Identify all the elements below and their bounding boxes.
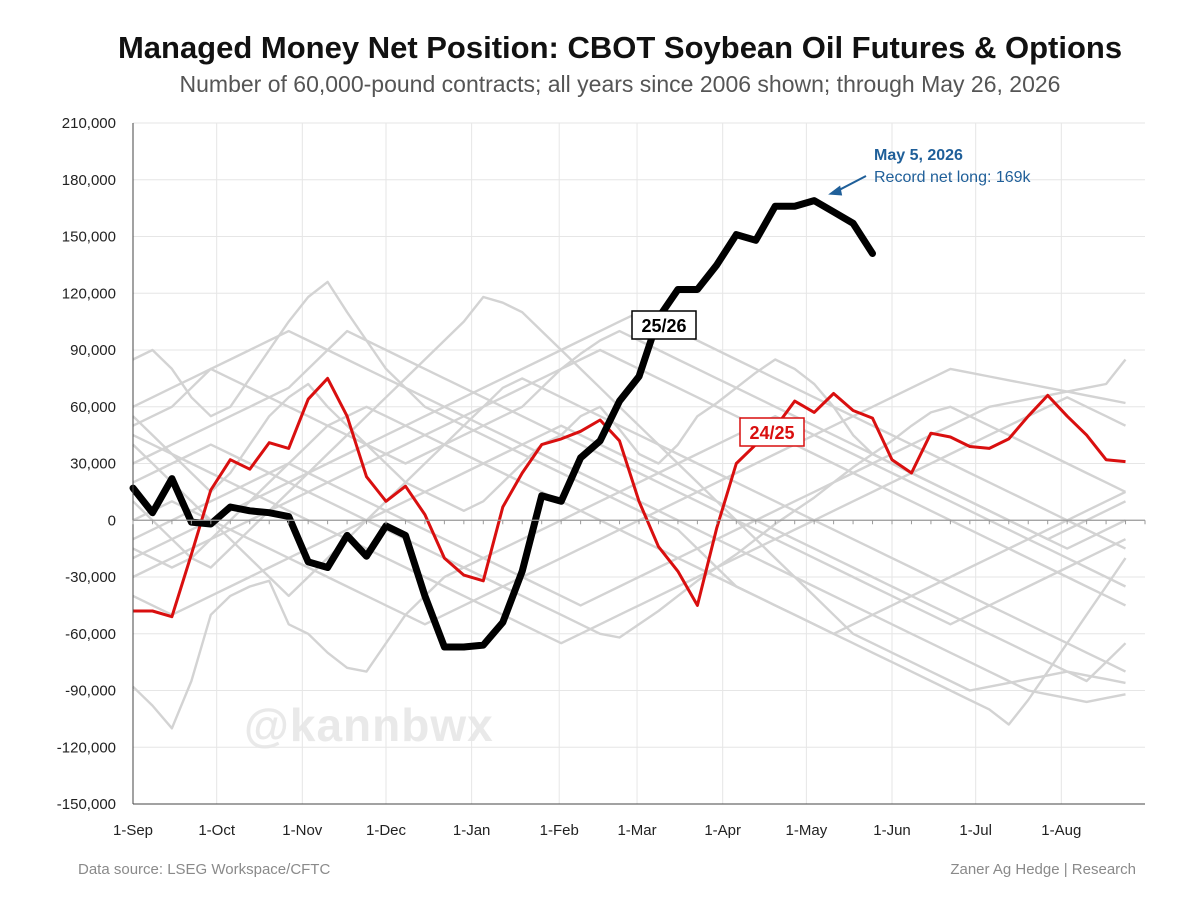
x-tick-label: 1-Nov xyxy=(282,822,323,839)
history-series-line xyxy=(132,405,1127,639)
y-tick-label: -60,000 xyxy=(65,626,116,643)
history-series-line xyxy=(132,280,1127,635)
label-24-25: 24/25 xyxy=(739,417,805,447)
data-source: Data source: LSEG Workspace/CFTC xyxy=(78,861,331,878)
annotation-title: May 5, 2026 xyxy=(874,147,963,164)
series-25-26-line xyxy=(129,197,876,651)
x-tick-label: 1-Jan xyxy=(453,822,491,839)
series-24-25-line xyxy=(133,376,1126,619)
x-tick-label: 1-Oct xyxy=(198,822,236,839)
y-tick-label: -120,000 xyxy=(57,739,116,756)
history-series-line xyxy=(132,424,1127,683)
y-tick-label: 150,000 xyxy=(62,229,116,246)
label-25-26: 25/26 xyxy=(631,310,697,340)
y-tick-label: 30,000 xyxy=(70,456,116,473)
x-tick-label: 1-Feb xyxy=(540,822,579,839)
history-series-line xyxy=(132,415,1127,730)
x-tick-label: 1-Dec xyxy=(366,822,407,839)
x-tick-label: 1-Sep xyxy=(113,822,153,839)
history-series-line xyxy=(132,405,1127,726)
svg-text:24/25: 24/25 xyxy=(749,423,794,443)
chart-subtitle: Number of 60,000-pound contracts; all ye… xyxy=(179,71,1061,97)
y-tick-label: 180,000 xyxy=(62,172,116,189)
y-tick-label: -90,000 xyxy=(65,683,116,700)
record-annotation: May 5, 2026 Record net long: 169k xyxy=(828,147,1032,196)
y-tick-label: -30,000 xyxy=(65,569,116,586)
history-series-line xyxy=(132,367,1126,626)
y-tick-label: 210,000 xyxy=(62,115,116,132)
historical-series xyxy=(132,280,1127,730)
annotation-arrowhead xyxy=(828,185,843,196)
history-series-line xyxy=(132,329,1127,550)
history-series-line xyxy=(132,311,1127,560)
y-tick-label: 90,000 xyxy=(70,342,116,359)
history-series-line xyxy=(132,295,1126,692)
svg-text:25/26: 25/26 xyxy=(641,316,686,336)
history-series-line xyxy=(132,348,1127,607)
y-tick-label: 120,000 xyxy=(62,285,116,302)
x-tick-label: 1-Apr xyxy=(704,822,741,839)
series-labels: 25/26 24/25 xyxy=(631,310,805,447)
history-series-line xyxy=(132,358,1127,607)
history-series-line xyxy=(132,329,1126,704)
credit: Zaner Ag Hedge | Research xyxy=(950,861,1136,878)
x-tick-label: 1-Jul xyxy=(959,822,992,839)
x-tick-label: 1-Aug xyxy=(1041,822,1081,839)
x-tick-label: 1-Jun xyxy=(873,822,911,839)
watermark: @kannbwx xyxy=(244,699,494,751)
x-tick-label: 1-May xyxy=(786,822,828,839)
x-tick-label: 1-Mar xyxy=(617,822,656,839)
chart-title: Managed Money Net Position: CBOT Soybean… xyxy=(117,30,1123,65)
axes: -150,000 -120,000 -90,000 -60,000 -30,000 0 30… xyxy=(57,115,1146,839)
y-tick-label: 0 xyxy=(108,512,116,529)
history-series-line xyxy=(132,377,1127,673)
y-tick-label: -150,000 xyxy=(57,796,116,813)
history-series-line xyxy=(132,396,1127,645)
highlighted-series xyxy=(129,197,1126,651)
y-tick-label: 60,000 xyxy=(70,399,116,416)
annotation-text: Record net long: 169k xyxy=(874,169,1032,186)
